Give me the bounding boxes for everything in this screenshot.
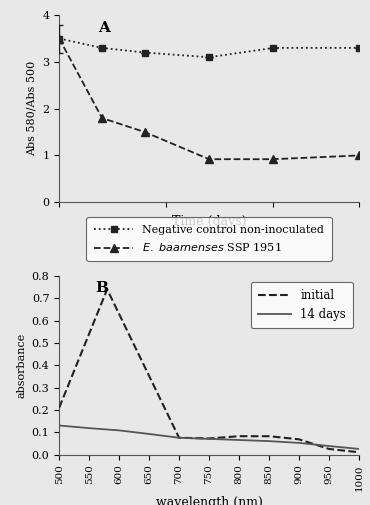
Text: A: A: [98, 21, 110, 35]
X-axis label: Time (days): Time (days): [172, 215, 246, 228]
X-axis label: wavelength (nm): wavelength (nm): [156, 496, 262, 505]
Y-axis label: absorbance: absorbance: [16, 333, 26, 398]
Legend: initial, 14 days: initial, 14 days: [250, 282, 353, 328]
Text: B: B: [95, 281, 108, 295]
Legend: Negative control non-inoculated, $\mathit{E.\ baarnenses}$ SSP 1951: Negative control non-inoculated, $\mathi…: [87, 217, 332, 261]
Y-axis label: Abs 580/Abs 500: Abs 580/Abs 500: [27, 61, 37, 157]
